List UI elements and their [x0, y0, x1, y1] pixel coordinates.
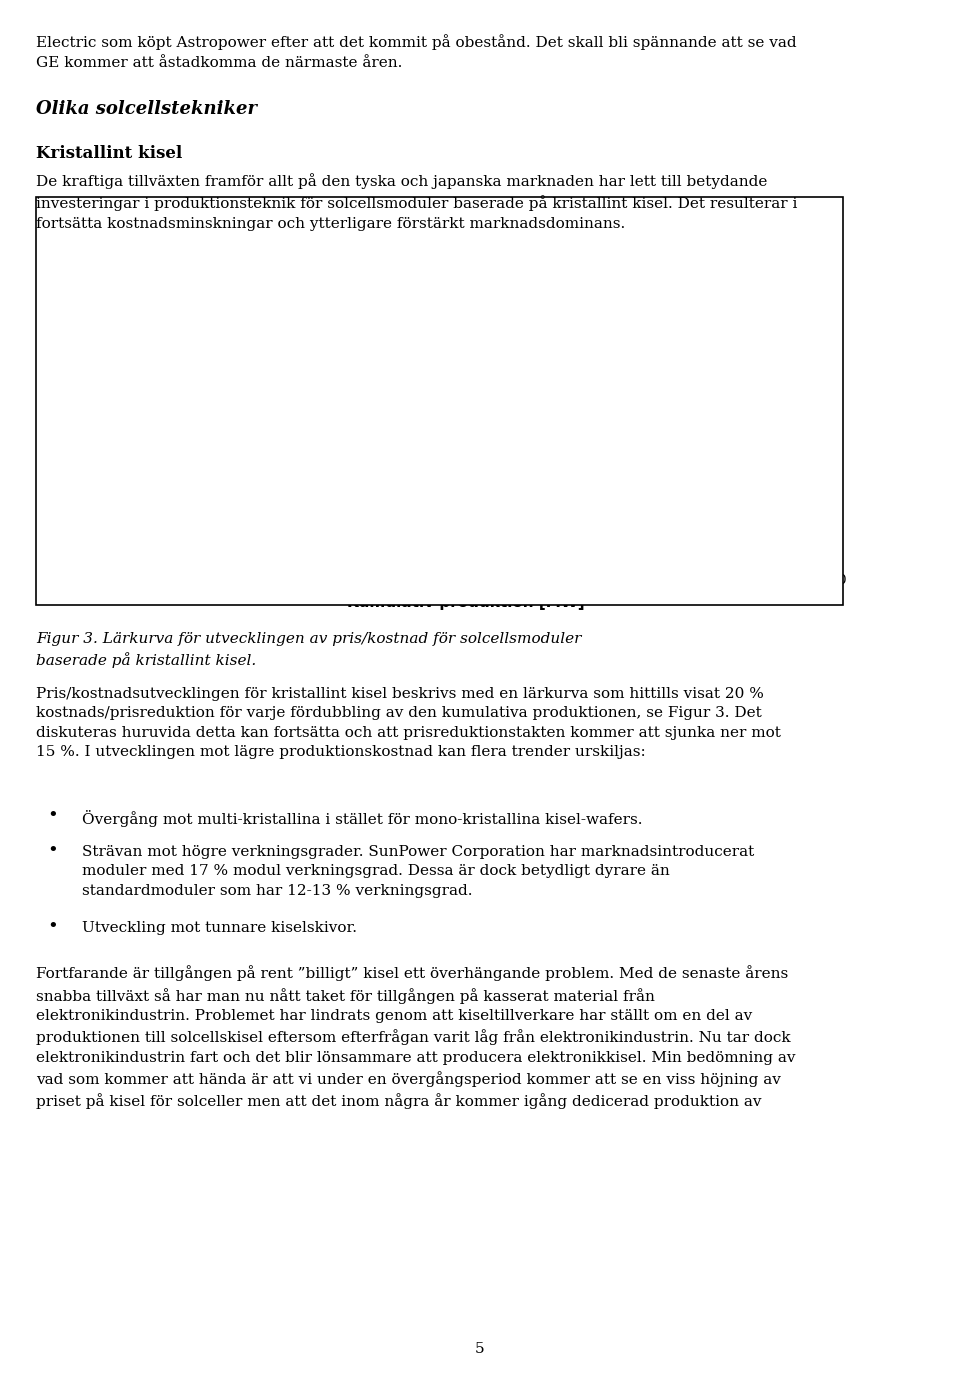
- Text: Olika solcellstekniker: Olika solcellstekniker: [36, 100, 257, 118]
- Point: [739, 530, 755, 553]
- Point: [159, 274, 175, 296]
- Point: [465, 443, 480, 465]
- Point: [486, 453, 501, 475]
- Text: 5: 5: [475, 1342, 485, 1356]
- Text: Fortfarande är tillgången på rent ”billigt” kisel ett överhängande problem. Med : Fortfarande är tillgången på rent ”billi…: [36, 965, 796, 1109]
- Point: [540, 474, 556, 496]
- Point: [572, 482, 588, 504]
- Point: [274, 371, 289, 393]
- Point: [344, 391, 359, 413]
- Point: [301, 386, 317, 409]
- Text: •: •: [47, 918, 59, 936]
- Point: [516, 464, 531, 486]
- Point: [412, 424, 427, 446]
- Text: Utveckling mot tunnare kiselskivor.: Utveckling mot tunnare kiselskivor.: [82, 921, 356, 935]
- Text: Electric som köpt Astropower efter att det kommit på obestånd. Det skall bli spä: Electric som köpt Astropower efter att d…: [36, 35, 797, 71]
- Text: Figur 3. Lärkurva för utvecklingen av pris/kostnad för solcellsmoduler
baserade : Figur 3. Lärkurva för utvecklingen av pr…: [36, 632, 582, 668]
- Point: [597, 492, 612, 514]
- Point: [586, 486, 601, 508]
- Point: [430, 432, 445, 454]
- Point: [671, 515, 686, 537]
- Point: [554, 476, 569, 499]
- Point: [480, 449, 495, 471]
- Point: [455, 440, 470, 463]
- Point: [628, 503, 643, 525]
- Point: [444, 435, 459, 457]
- Text: De kraftiga tillväxten framför allt på den tyska och japanska marknaden har lett: De kraftiga tillväxten framför allt på d…: [36, 173, 798, 231]
- Point: [507, 460, 522, 482]
- Text: •: •: [47, 807, 59, 825]
- Point: [497, 457, 513, 479]
- X-axis label: Kumulativ produktion [MW]: Kumulativ produktion [MW]: [347, 596, 585, 609]
- Text: •: •: [47, 842, 59, 860]
- Point: [180, 298, 196, 320]
- Point: [223, 337, 238, 359]
- Text: Pris/kostnadsutvecklingen för kristallint kisel beskrivs med en lärkurva som hit: Pris/kostnadsutvecklingen för kristallin…: [36, 687, 781, 759]
- Point: [256, 364, 272, 386]
- Point: [492, 456, 508, 478]
- Point: [529, 471, 544, 493]
- Y-axis label: Modulpris [€/W]: Modulpris [€/W]: [56, 321, 71, 457]
- Point: [380, 411, 396, 434]
- Point: [202, 317, 217, 339]
- Point: [522, 467, 538, 489]
- Point: [472, 446, 488, 468]
- Text: Övergång mot multi-kristallina i stället för mono-kristallina kisel-wafers.: Övergång mot multi-kristallina i stället…: [82, 810, 642, 827]
- Text: Strävan mot högre verkningsgrader. SunPower Corporation har marknadsintroducerat: Strävan mot högre verkningsgrader. SunPo…: [82, 845, 754, 897]
- Point: [365, 406, 380, 428]
- Point: [288, 378, 303, 400]
- Point: [238, 352, 253, 374]
- Point: [398, 418, 414, 440]
- Text: Kristallint kisel: Kristallint kisel: [36, 145, 182, 162]
- Point: [323, 396, 338, 418]
